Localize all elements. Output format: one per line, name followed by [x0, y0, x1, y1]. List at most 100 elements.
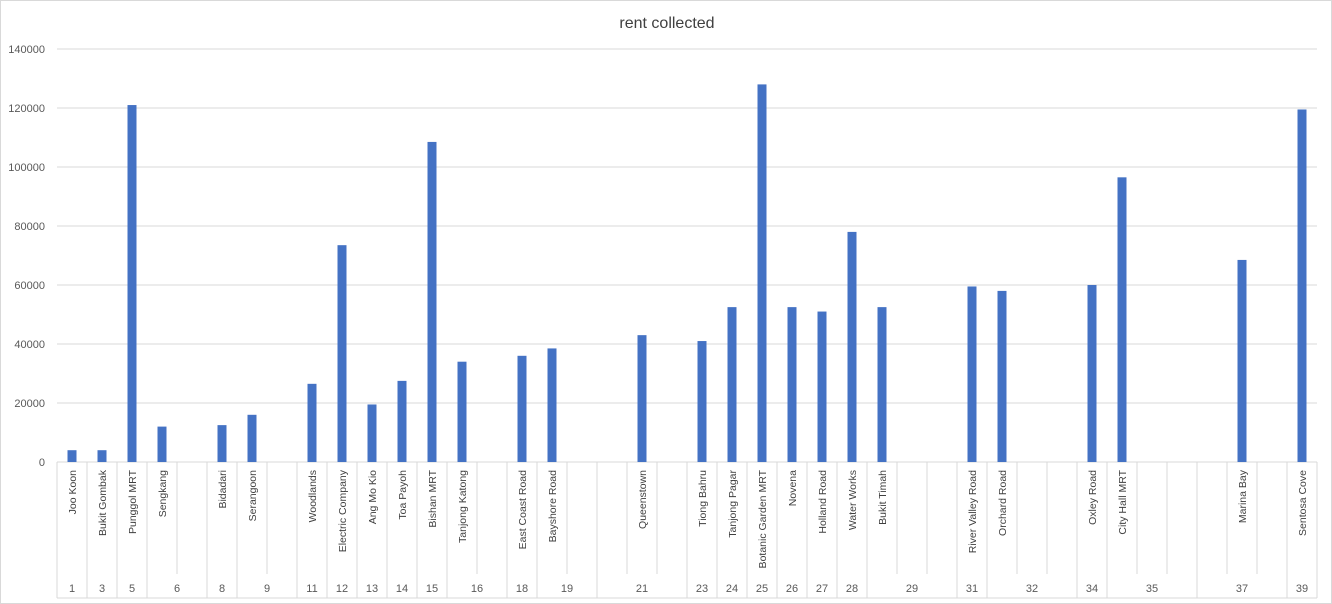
bar	[1297, 109, 1307, 462]
category-label: Novena	[787, 470, 799, 506]
group-label: 13	[366, 583, 378, 595]
group-label: 8	[219, 583, 225, 595]
bar	[307, 383, 317, 462]
bar	[337, 245, 347, 462]
category-label: Woodlands	[307, 470, 319, 522]
y-tick-label: 20000	[14, 398, 45, 410]
category-label: Bishan MRT	[427, 469, 439, 527]
bar	[1237, 259, 1247, 462]
group-label: 6	[174, 583, 180, 595]
group-label: 39	[1296, 583, 1308, 595]
group-label: 23	[696, 583, 708, 595]
bar	[637, 335, 647, 462]
category-label: Sengkang	[157, 470, 169, 517]
bar	[397, 380, 407, 462]
bar	[547, 348, 557, 462]
chart-title: rent collected	[619, 15, 714, 32]
bars	[67, 84, 1307, 463]
category-label: East Coast Road	[517, 470, 529, 550]
group-label: 34	[1086, 583, 1098, 595]
y-tick-label: 140000	[8, 44, 45, 56]
group-label: 11	[306, 583, 317, 595]
category-label: Sentosa Cove	[1297, 470, 1309, 536]
group-label: 16	[471, 583, 483, 595]
group-label: 12	[336, 583, 348, 595]
group-label: 5	[129, 583, 135, 595]
group-label: 21	[636, 583, 648, 595]
group-label: 25	[756, 583, 768, 595]
category-label: Tanjong Pagar	[727, 469, 739, 537]
category-label: Bukit Timah	[877, 470, 889, 525]
category-label: Holland Road	[817, 470, 829, 534]
category-label: Electric Company	[337, 469, 349, 552]
category-label: Serangoon	[247, 470, 259, 522]
bar	[427, 141, 437, 463]
bar	[97, 450, 107, 462]
group-label: 24	[726, 583, 738, 595]
group-label: 15	[426, 583, 438, 595]
category-label: River Valley Road	[967, 470, 979, 553]
bar	[247, 414, 257, 462]
bar	[127, 105, 137, 463]
category-label: Botanic Garden MRT	[757, 469, 769, 568]
category-label: Water Works	[847, 470, 859, 530]
category-label: Bidadari	[217, 470, 229, 509]
group-label: 19	[561, 583, 573, 595]
bar	[727, 307, 737, 462]
y-tick-label: 40000	[14, 339, 45, 351]
bar	[697, 341, 707, 462]
y-tick-label: 80000	[14, 221, 45, 233]
bar	[787, 307, 797, 462]
y-tick-label: 120000	[8, 103, 45, 115]
bar	[367, 404, 377, 462]
group-label: 37	[1236, 583, 1248, 595]
y-tick-label: 100000	[8, 162, 45, 174]
bar	[817, 311, 827, 462]
group-label: 1	[69, 583, 75, 595]
y-tick-label: 60000	[14, 280, 45, 292]
category-label: Bayshore Road	[547, 470, 559, 543]
bar	[967, 286, 977, 462]
group-label: 35	[1146, 583, 1158, 595]
category-label: Orchard Road	[997, 470, 1009, 536]
y-tick-label: 0	[39, 457, 45, 469]
category-label: Tiong Bahru	[697, 470, 709, 527]
bar	[757, 84, 767, 463]
category-label: Punggol MRT	[127, 469, 139, 534]
category-label: City Hall MRT	[1117, 469, 1129, 534]
bar	[997, 290, 1007, 462]
group-label: 9	[264, 583, 270, 595]
category-label: Queenstown	[637, 470, 649, 529]
category-label: Tanjong Katong	[457, 470, 469, 543]
group-label: 3	[99, 583, 105, 595]
group-label: 32	[1026, 583, 1038, 595]
bar	[457, 361, 467, 462]
category-label: Joo Koon	[67, 470, 79, 515]
bar	[877, 307, 887, 462]
bar	[1087, 285, 1097, 462]
category-label: Ang Mo Kio	[367, 470, 379, 524]
group-label: 31	[966, 583, 978, 595]
category-label: Marina Bay	[1237, 469, 1249, 523]
group-label: 28	[846, 583, 858, 595]
category-label: Toa Payoh	[397, 470, 409, 520]
gridlines	[57, 48, 1317, 463]
bar	[517, 355, 527, 462]
category-label: Bukit Gombak	[97, 469, 109, 536]
bar	[847, 231, 857, 462]
bar	[217, 425, 227, 462]
bar	[157, 426, 167, 462]
category-label: Oxley Road	[1087, 470, 1099, 525]
y-axis: 0 20000 40000 60000 80000 100000 120000 140000	[8, 44, 45, 469]
group-label: 27	[816, 583, 828, 595]
group-label: 18	[516, 583, 528, 595]
group-label: 14	[396, 583, 408, 595]
bar	[67, 450, 77, 462]
group-label: 29	[906, 583, 918, 595]
group-label: 26	[786, 583, 798, 595]
bar	[1117, 177, 1127, 462]
x-axis: Joo Koon 1 Bukit Gombak 3 Punggol MRT 5 Sengka…	[56, 462, 1318, 599]
